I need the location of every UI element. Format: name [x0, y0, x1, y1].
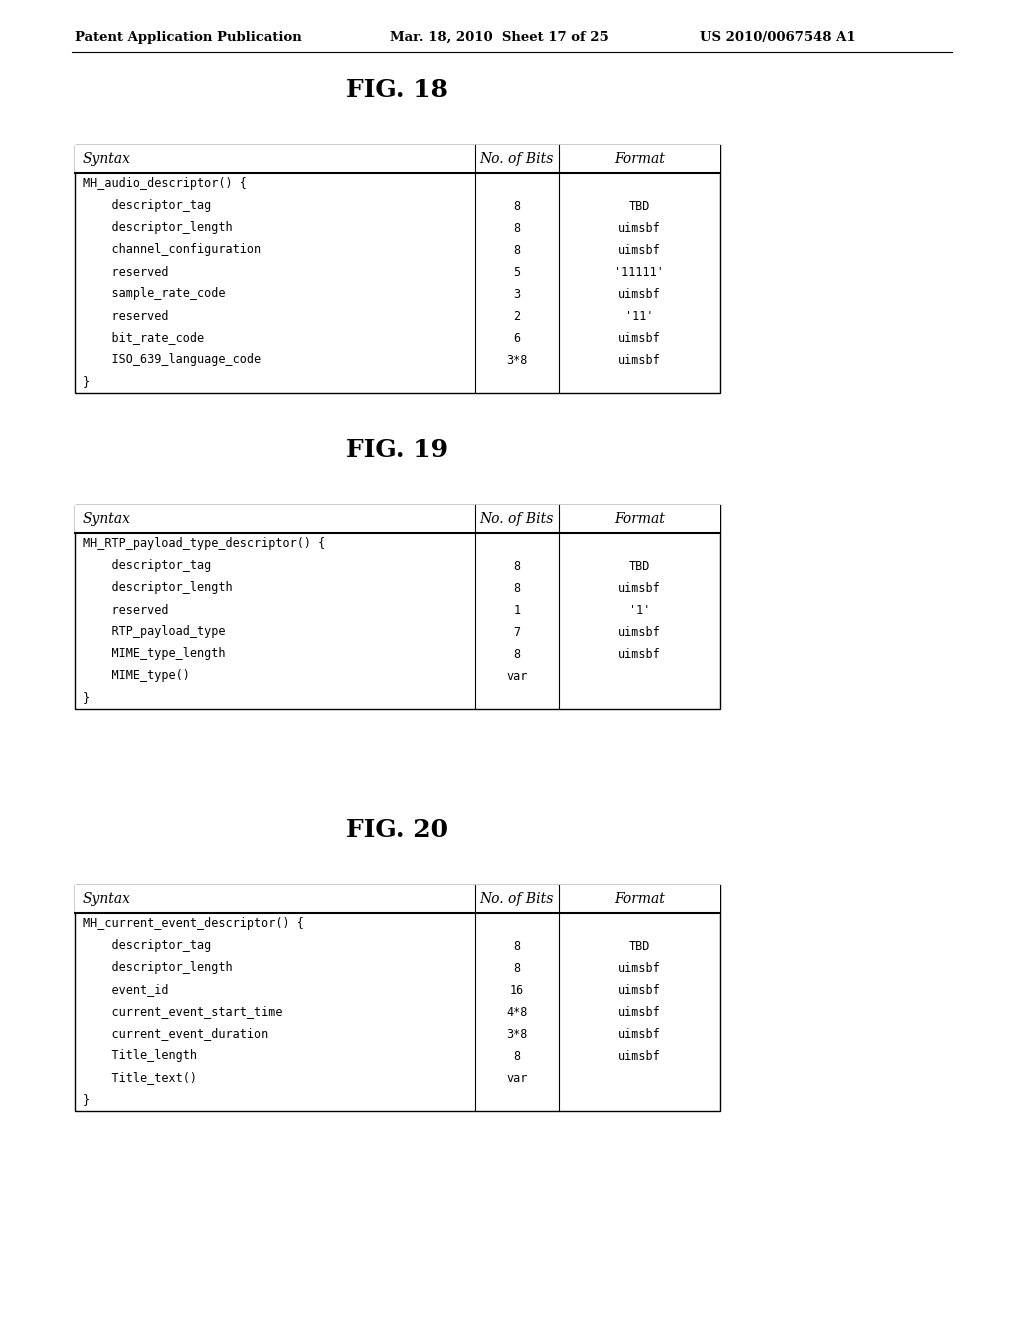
Text: uimsbf: uimsbf	[618, 222, 660, 235]
Text: No. of Bits: No. of Bits	[479, 512, 554, 525]
Text: '11': '11'	[625, 309, 653, 322]
Text: Syntax: Syntax	[83, 152, 131, 166]
Text: No. of Bits: No. of Bits	[479, 152, 554, 166]
Text: bit_rate_code: bit_rate_code	[83, 331, 204, 345]
Text: Mar. 18, 2010  Sheet 17 of 25: Mar. 18, 2010 Sheet 17 of 25	[390, 30, 608, 44]
Bar	[75, 884, 720, 913]
Text: Format: Format	[614, 892, 665, 906]
Text: }: }	[83, 1093, 90, 1106]
Text: Format: Format	[614, 512, 665, 525]
Text: 8: 8	[513, 560, 520, 573]
Text: descriptor_length: descriptor_length	[83, 222, 232, 235]
Text: }: }	[83, 692, 90, 705]
Text: FIG. 18: FIG. 18	[346, 78, 449, 102]
Text: descriptor_length: descriptor_length	[83, 582, 232, 594]
Text: descriptor_length: descriptor_length	[83, 961, 232, 974]
Text: '11111': '11111'	[614, 265, 665, 279]
Text: 3*8: 3*8	[506, 354, 527, 367]
Text: FIG. 19: FIG. 19	[346, 438, 449, 462]
Text: uimsbf: uimsbf	[618, 288, 660, 301]
Text: 5: 5	[513, 265, 520, 279]
Text: 8: 8	[513, 940, 520, 953]
Text: '1': '1'	[629, 603, 650, 616]
Text: uimsbf: uimsbf	[618, 354, 660, 367]
Text: TBD: TBD	[629, 940, 650, 953]
Text: Syntax: Syntax	[83, 512, 131, 525]
Text: reserved: reserved	[83, 603, 169, 616]
Text: MH_RTP_payload_type_descriptor() {: MH_RTP_payload_type_descriptor() {	[83, 537, 326, 550]
Text: TBD: TBD	[629, 199, 650, 213]
Text: 8: 8	[513, 961, 520, 974]
Text: uimsbf: uimsbf	[618, 961, 660, 974]
Text: 8: 8	[513, 199, 520, 213]
Text: var: var	[506, 669, 527, 682]
Text: uimsbf: uimsbf	[618, 1027, 660, 1040]
Bar	[75, 145, 720, 393]
Text: descriptor_tag: descriptor_tag	[83, 560, 211, 573]
Text: 8: 8	[513, 648, 520, 660]
Text: FIG. 20: FIG. 20	[346, 818, 449, 842]
Text: MIME_type(): MIME_type()	[83, 669, 189, 682]
Text: Title_length: Title_length	[83, 1049, 197, 1063]
Text: 2: 2	[513, 309, 520, 322]
Text: descriptor_tag: descriptor_tag	[83, 199, 211, 213]
Text: 8: 8	[513, 222, 520, 235]
Text: 16: 16	[510, 983, 524, 997]
Text: uimsbf: uimsbf	[618, 1049, 660, 1063]
Text: 4*8: 4*8	[506, 1006, 527, 1019]
Text: 8: 8	[513, 1049, 520, 1063]
Text: ISO_639_language_code: ISO_639_language_code	[83, 354, 261, 367]
Text: 3: 3	[513, 288, 520, 301]
Text: sample_rate_code: sample_rate_code	[83, 288, 225, 301]
Text: 8: 8	[513, 243, 520, 256]
Text: uimsbf: uimsbf	[618, 1006, 660, 1019]
Text: current_event_start_time: current_event_start_time	[83, 1006, 283, 1019]
Text: current_event_duration: current_event_duration	[83, 1027, 268, 1040]
Text: 7: 7	[513, 626, 520, 639]
Text: No. of Bits: No. of Bits	[479, 892, 554, 906]
Text: Format: Format	[614, 152, 665, 166]
Text: 1: 1	[513, 603, 520, 616]
Text: MH_audio_descriptor() {: MH_audio_descriptor() {	[83, 177, 247, 190]
Text: US 2010/0067548 A1: US 2010/0067548 A1	[700, 30, 856, 44]
Text: 6: 6	[513, 331, 520, 345]
Text: descriptor_tag: descriptor_tag	[83, 940, 211, 953]
Text: uimsbf: uimsbf	[618, 983, 660, 997]
Bar	[75, 145, 720, 173]
Text: MIME_type_length: MIME_type_length	[83, 648, 225, 660]
Bar	[75, 884, 720, 1111]
Text: uimsbf: uimsbf	[618, 243, 660, 256]
Text: }: }	[83, 375, 90, 388]
Text: channel_configuration: channel_configuration	[83, 243, 261, 256]
Text: Title_text(): Title_text()	[83, 1072, 197, 1085]
Bar	[75, 506, 720, 709]
Text: uimsbf: uimsbf	[618, 626, 660, 639]
Text: event_id: event_id	[83, 983, 169, 997]
Text: uimsbf: uimsbf	[618, 331, 660, 345]
Text: 3*8: 3*8	[506, 1027, 527, 1040]
Text: Patent Application Publication: Patent Application Publication	[75, 30, 302, 44]
Text: RTP_payload_type: RTP_payload_type	[83, 626, 225, 639]
Text: reserved: reserved	[83, 265, 169, 279]
Text: uimsbf: uimsbf	[618, 582, 660, 594]
Text: Syntax: Syntax	[83, 892, 131, 906]
Text: uimsbf: uimsbf	[618, 648, 660, 660]
Text: reserved: reserved	[83, 309, 169, 322]
Bar	[75, 506, 720, 533]
Text: 8: 8	[513, 582, 520, 594]
Text: MH_current_event_descriptor() {: MH_current_event_descriptor() {	[83, 917, 304, 931]
Text: TBD: TBD	[629, 560, 650, 573]
Text: var: var	[506, 1072, 527, 1085]
